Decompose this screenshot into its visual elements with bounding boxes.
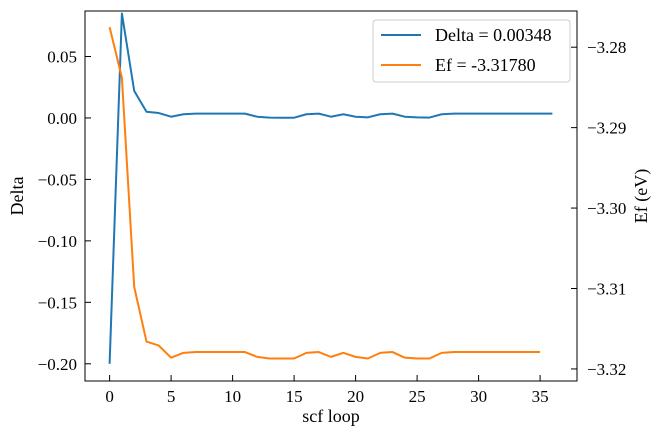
x-tick-label: 10 <box>224 387 241 406</box>
series-layer <box>108 12 553 364</box>
y-tick-label-right: −3.29 <box>587 119 626 138</box>
y-axis-label-right: Ef (eV) <box>631 169 652 223</box>
x-tick-label: 20 <box>347 387 364 406</box>
legend-label-ef: Ef = -3.31780 <box>435 55 536 75</box>
y-axis-label-left: Delta <box>7 177 27 216</box>
x-tick-label: 35 <box>532 387 549 406</box>
legend-label-delta: Delta = 0.00348 <box>435 25 552 45</box>
y-tick-label-right: −3.32 <box>587 360 626 379</box>
x-tick-label: 30 <box>470 387 487 406</box>
ticks-layer: 0 5 10 15 20 25 30 35 0.05 0.00 −0.05 −0.10 −0.15 −0.… <box>38 38 627 406</box>
x-tick-label: 15 <box>286 387 303 406</box>
series-line-delta <box>108 12 553 364</box>
y-tick-label-left: −0.05 <box>38 170 77 189</box>
y-tick-label-left: −0.10 <box>38 232 77 251</box>
y-tick-label-left: −0.20 <box>38 355 77 374</box>
y-tick-label-left: −0.15 <box>38 293 77 312</box>
x-tick-label: 0 <box>105 387 114 406</box>
x-tick-label: 5 <box>167 387 176 406</box>
x-axis-label: scf loop <box>302 406 360 426</box>
series-line-ef <box>108 26 541 360</box>
y-tick-label-right: −3.30 <box>587 199 626 218</box>
legend: Delta = 0.00348 Ef = -3.31780 <box>372 19 571 83</box>
y-tick-label-left: 0.00 <box>47 109 77 128</box>
plot-frame <box>84 10 578 382</box>
x-tick-label: 25 <box>409 387 426 406</box>
y-tick-label-right: −3.31 <box>587 280 626 299</box>
legend-box <box>372 19 571 83</box>
y-tick-label-right: −3.28 <box>587 38 626 57</box>
y-tick-label-left: 0.05 <box>47 47 77 66</box>
